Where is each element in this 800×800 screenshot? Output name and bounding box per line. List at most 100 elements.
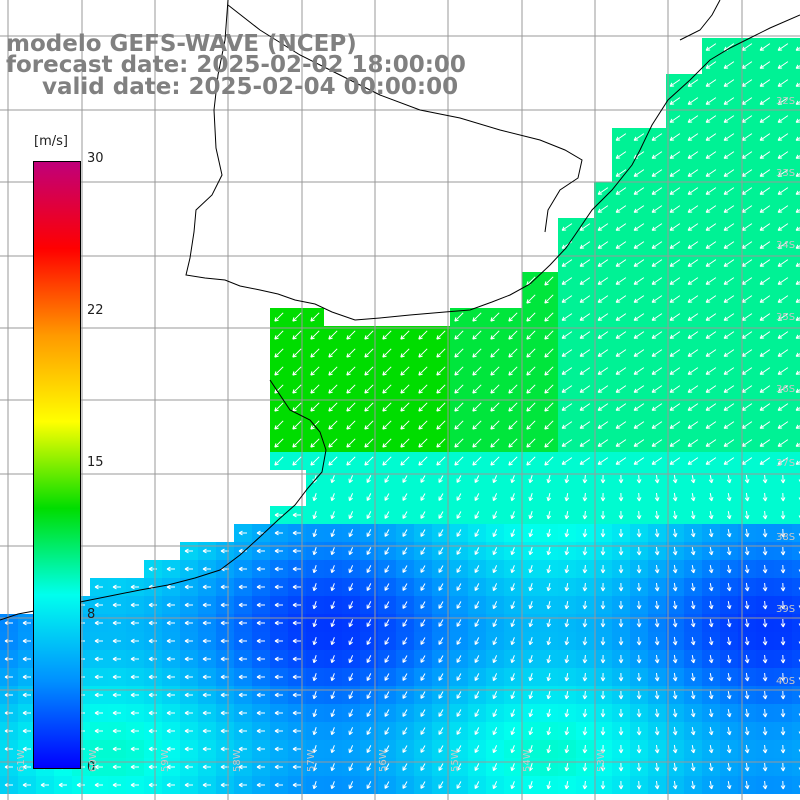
- wind-arrow: [798, 731, 800, 735]
- wind-arrow: [795, 82, 800, 87]
- argentina-coast: [0, 379, 327, 621]
- wind-arrow: [256, 638, 265, 644]
- wind-arrow: [528, 619, 534, 628]
- wind-arrow: [669, 277, 681, 285]
- wind-arrow: [705, 97, 717, 105]
- wind-speed-cell: [792, 236, 800, 254]
- wind-arrow: [492, 529, 498, 538]
- wind-arrow: [777, 439, 789, 447]
- wind-arrow: [726, 475, 732, 484]
- wind-arrow: [312, 511, 318, 520]
- wind-arrow: [780, 474, 786, 484]
- wind-arrow: [777, 295, 789, 303]
- wind-arrow: [597, 205, 609, 213]
- wind-arrow: [310, 438, 320, 448]
- wind-arrow: [672, 510, 678, 520]
- wind-arrow: [795, 442, 800, 447]
- wind-arrow: [346, 402, 356, 412]
- wind-arrow: [438, 547, 444, 555]
- wind-arrow: [94, 620, 103, 626]
- wind-arrow: [669, 439, 681, 447]
- wind-arrow: [582, 474, 588, 484]
- wind-arrow: [184, 692, 193, 698]
- wind-arrow: [366, 583, 372, 592]
- wind-arrow: [726, 655, 732, 664]
- wind-arrow: [687, 331, 699, 339]
- wind-arrow: [795, 118, 800, 123]
- wind-arrow: [618, 528, 624, 538]
- wind-arrow: [672, 762, 678, 772]
- wind-arrow: [780, 582, 786, 592]
- wind-arrow: [238, 638, 247, 644]
- wind-arrow: [561, 457, 573, 465]
- wind-arrow: [762, 762, 768, 772]
- wind-arrow: [687, 457, 699, 465]
- lon-label: 59W: [160, 749, 171, 772]
- wind-arrow: [438, 781, 444, 789]
- wind-arrow: [436, 456, 446, 466]
- wind-arrow: [690, 763, 696, 772]
- wind-arrow: [669, 295, 681, 303]
- wind-arrow: [687, 385, 699, 393]
- wind-arrow: [384, 511, 390, 519]
- wind-arrow: [456, 493, 462, 501]
- lon-label: 53W: [596, 749, 607, 772]
- wind-arrow: [687, 313, 699, 321]
- wind-arrow: [546, 636, 552, 646]
- wind-arrow: [148, 620, 157, 626]
- wind-arrow: [759, 151, 771, 159]
- wind-arrow: [166, 602, 175, 608]
- wind-arrow: [238, 656, 247, 662]
- wind-arrow: [274, 728, 283, 734]
- wind-speed-cell: [792, 218, 800, 236]
- wind-arrow: [654, 690, 660, 700]
- wind-arrow: [112, 764, 121, 770]
- wind-arrow: [615, 367, 627, 375]
- wind-arrow: [669, 259, 681, 267]
- wind-arrow: [166, 764, 175, 770]
- wind-arrow: [690, 493, 696, 502]
- wind-arrow: [528, 565, 534, 574]
- wind-arrow: [202, 710, 211, 716]
- wind-arrow: [762, 618, 768, 628]
- wind-arrow: [777, 241, 789, 249]
- wind-arrow: [94, 638, 103, 644]
- wind-arrow: [366, 691, 372, 700]
- colorbar: [33, 161, 81, 769]
- wind-arrow: [798, 605, 800, 609]
- wind-arrow: [564, 601, 570, 610]
- wind-arrow: [672, 600, 678, 610]
- wind-arrow: [366, 529, 372, 538]
- wind-arrow: [526, 402, 536, 412]
- wind-arrow: [330, 565, 335, 574]
- wind-arrow: [615, 457, 627, 465]
- wind-arrow: [256, 710, 265, 716]
- wind-arrow: [744, 564, 750, 574]
- wind-arrow: [618, 726, 624, 736]
- wind-arrow: [687, 421, 699, 429]
- wind-arrow: [690, 475, 696, 484]
- wind-arrow: [780, 708, 786, 718]
- wind-arrow: [600, 528, 606, 538]
- wind-arrow: [759, 439, 771, 447]
- wind-arrow: [762, 726, 768, 736]
- wind-arrow: [759, 223, 771, 231]
- wind-arrow: [723, 79, 735, 87]
- wind-arrow: [312, 529, 318, 538]
- wind-arrow: [795, 388, 800, 393]
- wind-arrow: [384, 673, 390, 681]
- wind-arrow: [795, 406, 800, 411]
- wind-arrow: [762, 582, 768, 592]
- wind-arrow: [148, 566, 157, 572]
- wind-arrow: [600, 708, 606, 718]
- wind-arrow: [690, 511, 696, 520]
- wind-arrow: [292, 384, 302, 394]
- wind-arrow: [546, 474, 552, 484]
- wind-arrow: [651, 457, 663, 465]
- wind-arrow: [687, 169, 699, 177]
- wind-arrow: [544, 294, 554, 304]
- wind-arrow: [600, 510, 606, 520]
- wind-arrow: [256, 602, 265, 608]
- wind-arrow: [508, 402, 518, 412]
- wind-arrow: [705, 187, 717, 195]
